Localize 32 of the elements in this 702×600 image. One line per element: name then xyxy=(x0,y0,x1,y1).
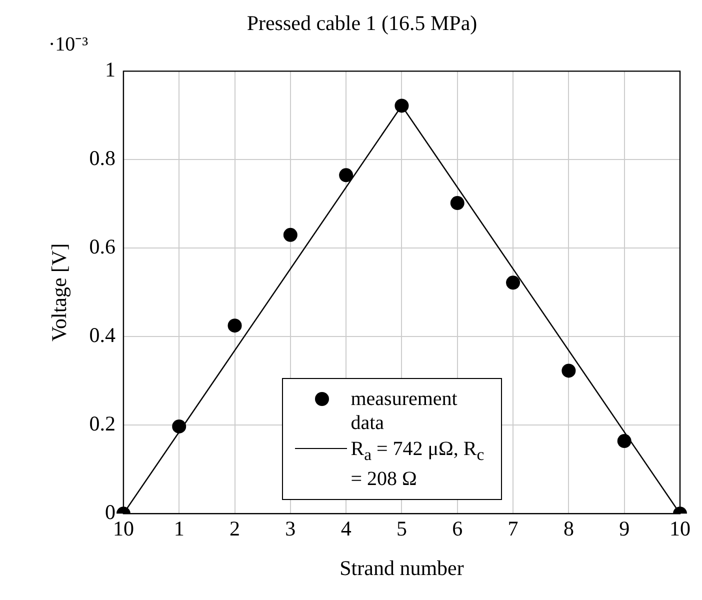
y-tick-label: 0.6 xyxy=(89,234,116,259)
chart-title: Pressed cable 1 (16.5 MPa) xyxy=(246,11,478,36)
point xyxy=(339,168,354,182)
y-tick-label: 1 xyxy=(104,58,116,82)
point xyxy=(283,228,298,242)
x-tick-label: 6 xyxy=(452,516,463,541)
x-tick-label: 5 xyxy=(396,516,407,541)
x-tick-label: 8 xyxy=(563,516,574,541)
legend-label: measurement data xyxy=(350,386,458,435)
x-tick-label: 3 xyxy=(285,516,296,541)
y-tick-label: 0 xyxy=(104,500,116,524)
y-tick-label: 0.4 xyxy=(89,323,116,348)
point xyxy=(450,196,464,210)
x-tick-label: 10 xyxy=(670,516,690,541)
y-axis-title: Voltage [V] xyxy=(47,243,72,342)
y-tick-label: 0.2 xyxy=(89,412,116,436)
x-tick-label: 4 xyxy=(340,516,352,541)
point xyxy=(228,318,242,333)
x-tick-label: 10 xyxy=(112,516,134,541)
point xyxy=(172,419,186,434)
x-axis-title: Strand number xyxy=(340,556,464,580)
point xyxy=(394,98,409,113)
text: ·10⁻³ xyxy=(48,33,88,56)
point xyxy=(617,434,632,448)
text: R$_{a}$ = 742 μΩ, R$_{c}$ = 208 Ω xyxy=(350,438,484,490)
x-tick-label: 9 xyxy=(619,516,630,541)
point xyxy=(506,276,520,290)
x-tick-label: 2 xyxy=(230,516,240,541)
y-tick-label: 0.8 xyxy=(89,146,116,170)
point xyxy=(562,364,576,378)
x-tick-label: 1 xyxy=(174,516,184,541)
x-tick-label: 7 xyxy=(508,516,518,541)
